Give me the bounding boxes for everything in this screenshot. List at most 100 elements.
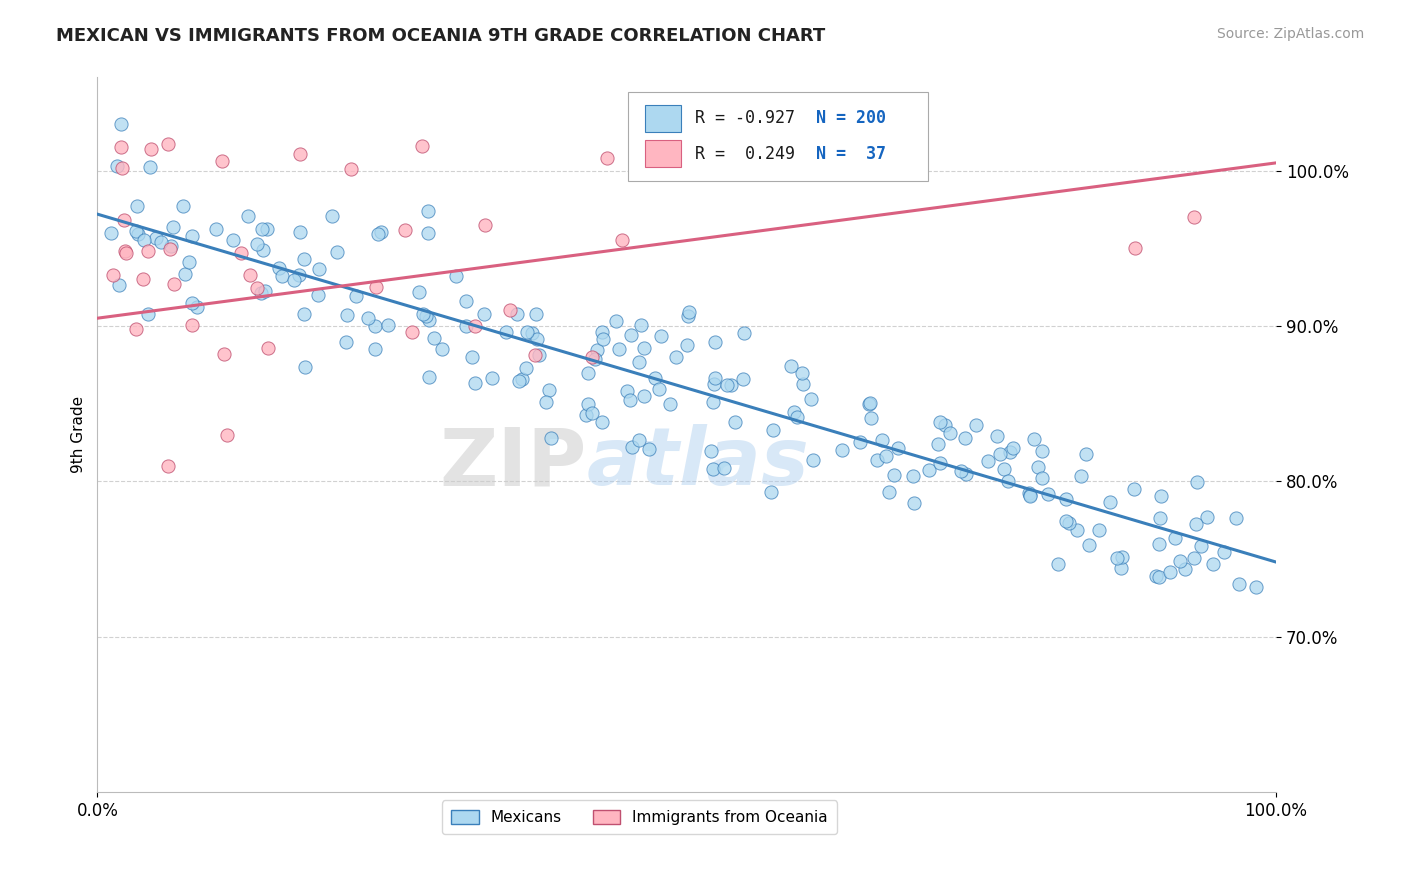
Point bbox=[269, 260, 291, 275]
Point bbox=[156, 136, 179, 151]
Point bbox=[162, 220, 184, 235]
Point bbox=[1123, 241, 1146, 255]
Point bbox=[1078, 538, 1101, 552]
Point bbox=[506, 307, 529, 321]
Point bbox=[993, 462, 1015, 476]
Point bbox=[364, 343, 387, 357]
Point bbox=[1244, 580, 1267, 594]
Point bbox=[650, 329, 672, 343]
Point bbox=[1107, 550, 1129, 565]
Point bbox=[524, 307, 547, 321]
Point bbox=[290, 147, 312, 161]
Point bbox=[253, 284, 276, 298]
Point bbox=[903, 495, 925, 509]
Point bbox=[534, 395, 557, 409]
Point bbox=[159, 243, 181, 257]
Point bbox=[474, 218, 496, 232]
Point bbox=[461, 350, 484, 364]
Point bbox=[307, 288, 329, 302]
Point bbox=[939, 425, 962, 440]
Point bbox=[831, 443, 853, 458]
Point bbox=[101, 268, 124, 282]
Point bbox=[110, 140, 132, 154]
Legend: Mexicans, Immigrants from Oceania: Mexicans, Immigrants from Oceania bbox=[441, 800, 837, 834]
Point bbox=[997, 474, 1019, 488]
Point bbox=[849, 434, 872, 449]
Point bbox=[370, 225, 392, 239]
Text: R = -0.927: R = -0.927 bbox=[695, 109, 794, 128]
Point bbox=[870, 433, 893, 447]
Point bbox=[1026, 460, 1049, 475]
Point bbox=[145, 231, 167, 245]
Point bbox=[412, 307, 434, 321]
Point bbox=[676, 310, 699, 324]
Point bbox=[115, 246, 138, 260]
Point bbox=[125, 198, 148, 212]
Point bbox=[256, 221, 278, 235]
Point bbox=[321, 209, 343, 223]
Point bbox=[340, 162, 363, 177]
Point bbox=[508, 374, 530, 388]
Point bbox=[859, 396, 882, 410]
Point bbox=[630, 318, 652, 333]
Point bbox=[612, 233, 634, 247]
Point bbox=[444, 268, 467, 283]
Point bbox=[157, 458, 180, 473]
Point bbox=[495, 325, 517, 339]
Point bbox=[1022, 432, 1045, 446]
Point bbox=[472, 307, 495, 321]
Point bbox=[576, 397, 599, 411]
Point bbox=[308, 261, 330, 276]
Point bbox=[249, 286, 271, 301]
Point bbox=[929, 415, 952, 429]
Point bbox=[246, 237, 269, 252]
Point bbox=[955, 467, 977, 481]
Point bbox=[159, 239, 181, 253]
Point bbox=[270, 269, 292, 284]
Point bbox=[394, 223, 416, 237]
Point bbox=[181, 296, 204, 310]
Point bbox=[988, 447, 1011, 461]
Point bbox=[702, 462, 724, 476]
Point bbox=[290, 225, 312, 239]
Y-axis label: 9th Grade: 9th Grade bbox=[72, 396, 86, 474]
Point bbox=[418, 312, 440, 326]
Point bbox=[239, 268, 262, 283]
Point bbox=[1212, 545, 1234, 559]
Point bbox=[575, 408, 598, 422]
Point bbox=[638, 442, 661, 457]
Point bbox=[621, 440, 644, 454]
Point bbox=[731, 371, 754, 385]
Point bbox=[540, 431, 562, 445]
Point bbox=[1057, 516, 1080, 530]
Point bbox=[256, 342, 278, 356]
Point bbox=[607, 343, 630, 357]
Point bbox=[125, 224, 148, 238]
Point bbox=[105, 159, 128, 173]
Point bbox=[586, 343, 609, 358]
Point bbox=[1018, 488, 1040, 502]
Point bbox=[583, 351, 606, 366]
Point bbox=[516, 325, 538, 339]
Point bbox=[114, 244, 136, 258]
Point bbox=[704, 335, 727, 350]
Point bbox=[877, 485, 900, 500]
Point bbox=[998, 445, 1021, 459]
Point bbox=[1150, 489, 1173, 503]
Point bbox=[723, 415, 745, 429]
Point bbox=[464, 318, 486, 333]
Point bbox=[139, 161, 162, 175]
Point bbox=[211, 153, 233, 168]
Point bbox=[326, 245, 349, 260]
Text: R =  0.249: R = 0.249 bbox=[695, 145, 794, 163]
Point bbox=[1111, 549, 1133, 564]
Point bbox=[499, 303, 522, 318]
Point bbox=[136, 244, 159, 259]
Point bbox=[903, 469, 925, 483]
Point bbox=[252, 244, 274, 258]
Point bbox=[619, 393, 641, 408]
Point bbox=[887, 441, 910, 455]
Point bbox=[965, 417, 987, 432]
Point bbox=[174, 267, 197, 281]
Point bbox=[605, 313, 627, 327]
